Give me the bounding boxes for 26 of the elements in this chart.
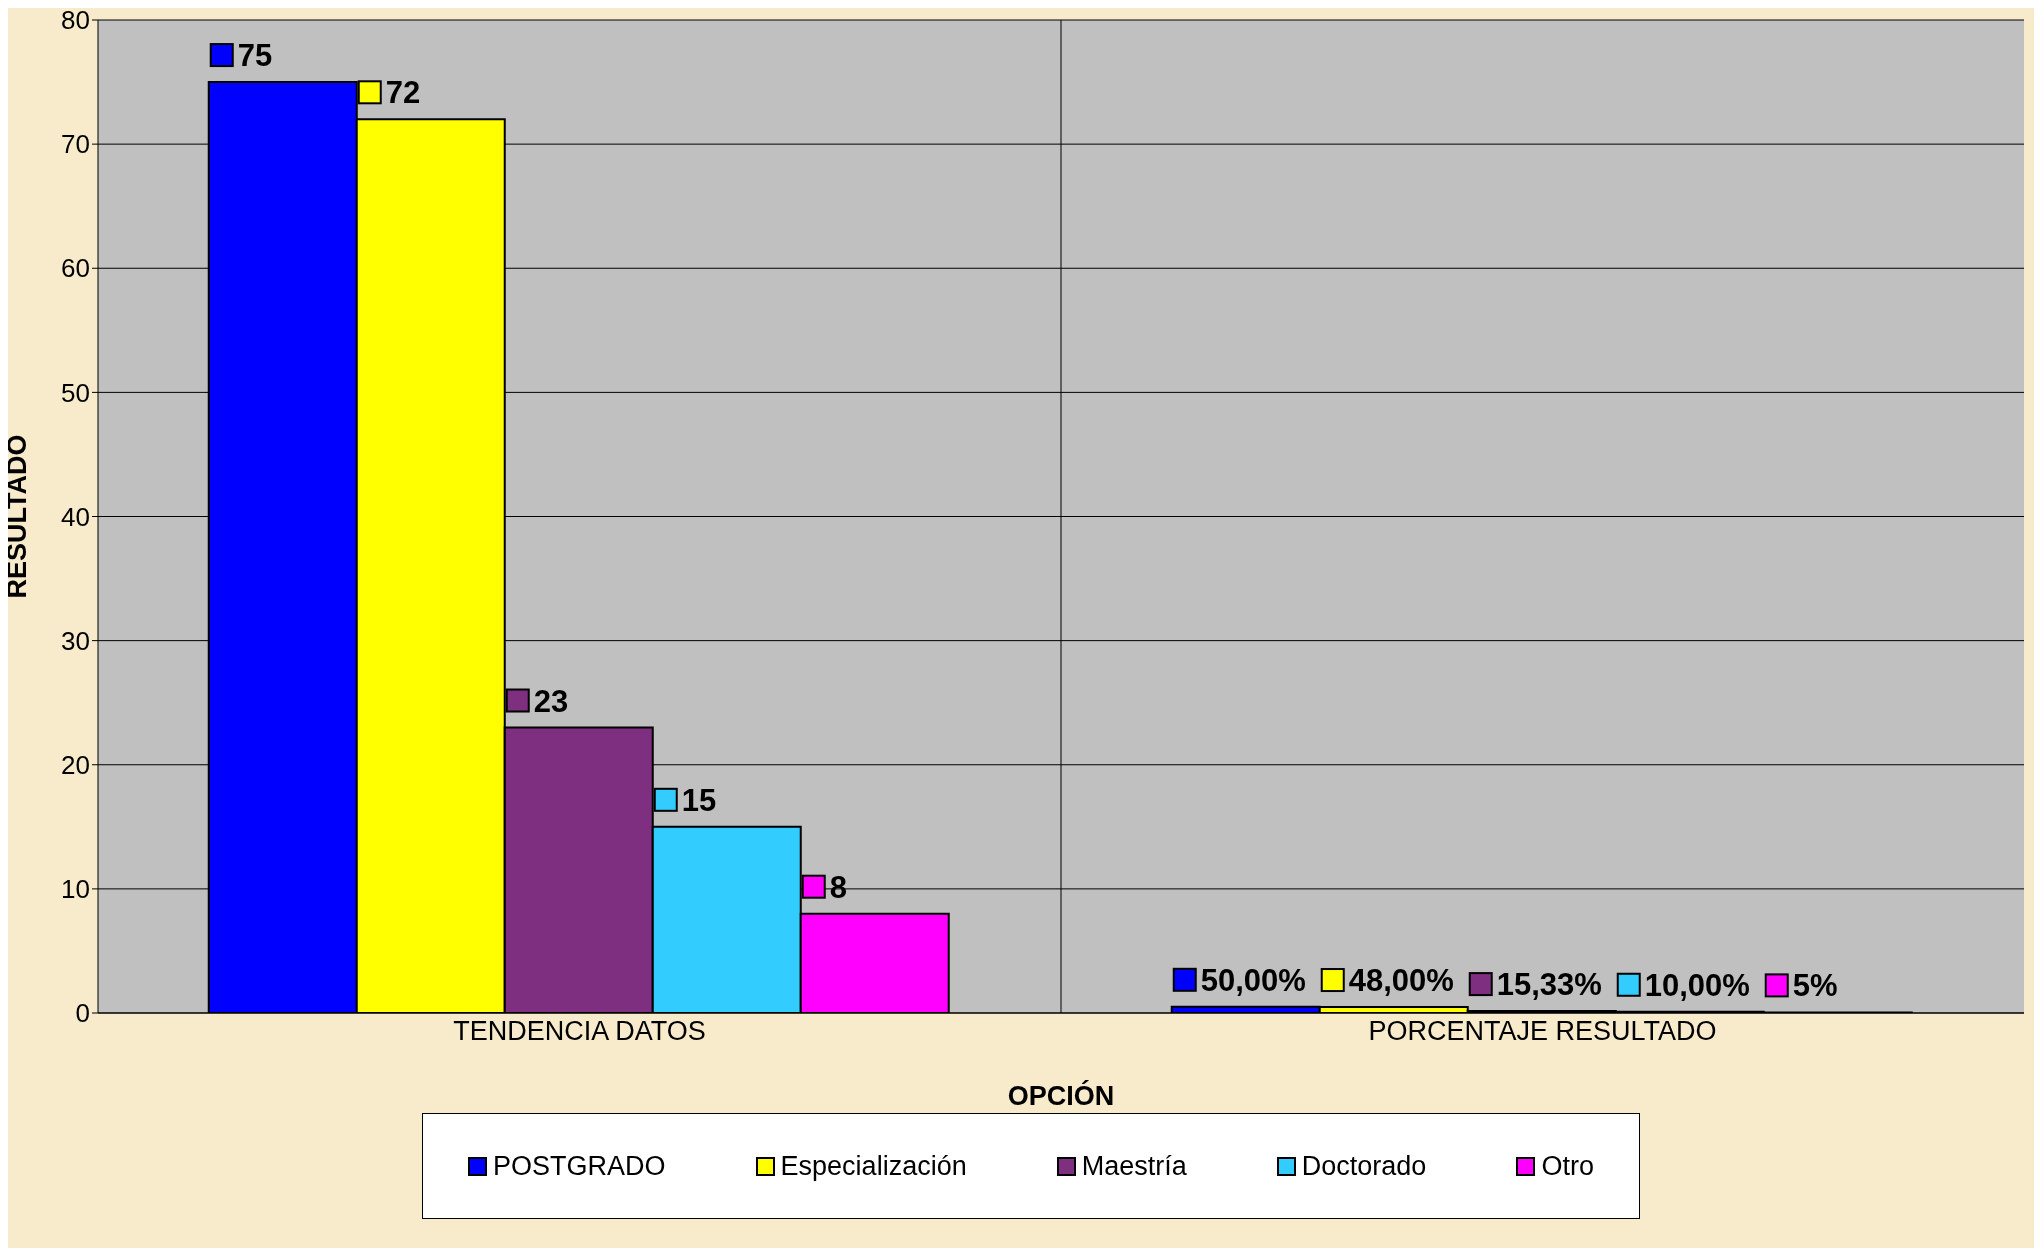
data-label: 72	[385, 75, 421, 111]
y-tick-label: 40	[61, 501, 90, 532]
legend-label: Maestría	[1080, 1150, 1187, 1182]
y-tick-label: 0	[75, 998, 90, 1029]
y-tick-label: 50	[61, 377, 90, 408]
data-label: 48,00%	[1348, 963, 1454, 999]
legend-label: POSTGRADO	[492, 1150, 666, 1182]
data-label: 23	[533, 683, 569, 719]
data-label: 5%	[1792, 968, 1838, 1004]
data-label: 75	[237, 38, 273, 74]
y-tick-label: 10	[61, 874, 90, 905]
x-axis-title: OPCIÓN	[1007, 1080, 1115, 1111]
legend-label: Doctorado	[1300, 1150, 1427, 1182]
data-label: 10,00%	[1644, 967, 1750, 1003]
x-tick-label: TENDENCIA DATOS	[453, 1016, 706, 1047]
legend-label: Otro	[1540, 1150, 1594, 1182]
data-label: 15,33%	[1496, 967, 1602, 1003]
data-label: 15	[681, 782, 717, 818]
legend-label: Especialización	[779, 1150, 967, 1182]
x-tick-label: PORCENTAJE RESULTADO	[1368, 1016, 1717, 1047]
y-tick-label: 60	[61, 253, 90, 284]
y-tick-label: 30	[61, 625, 90, 656]
y-tick-label: 70	[61, 129, 90, 160]
y-tick-label: 80	[61, 5, 90, 36]
y-tick-label: 20	[61, 749, 90, 780]
data-label: 50,00%	[1200, 962, 1306, 998]
